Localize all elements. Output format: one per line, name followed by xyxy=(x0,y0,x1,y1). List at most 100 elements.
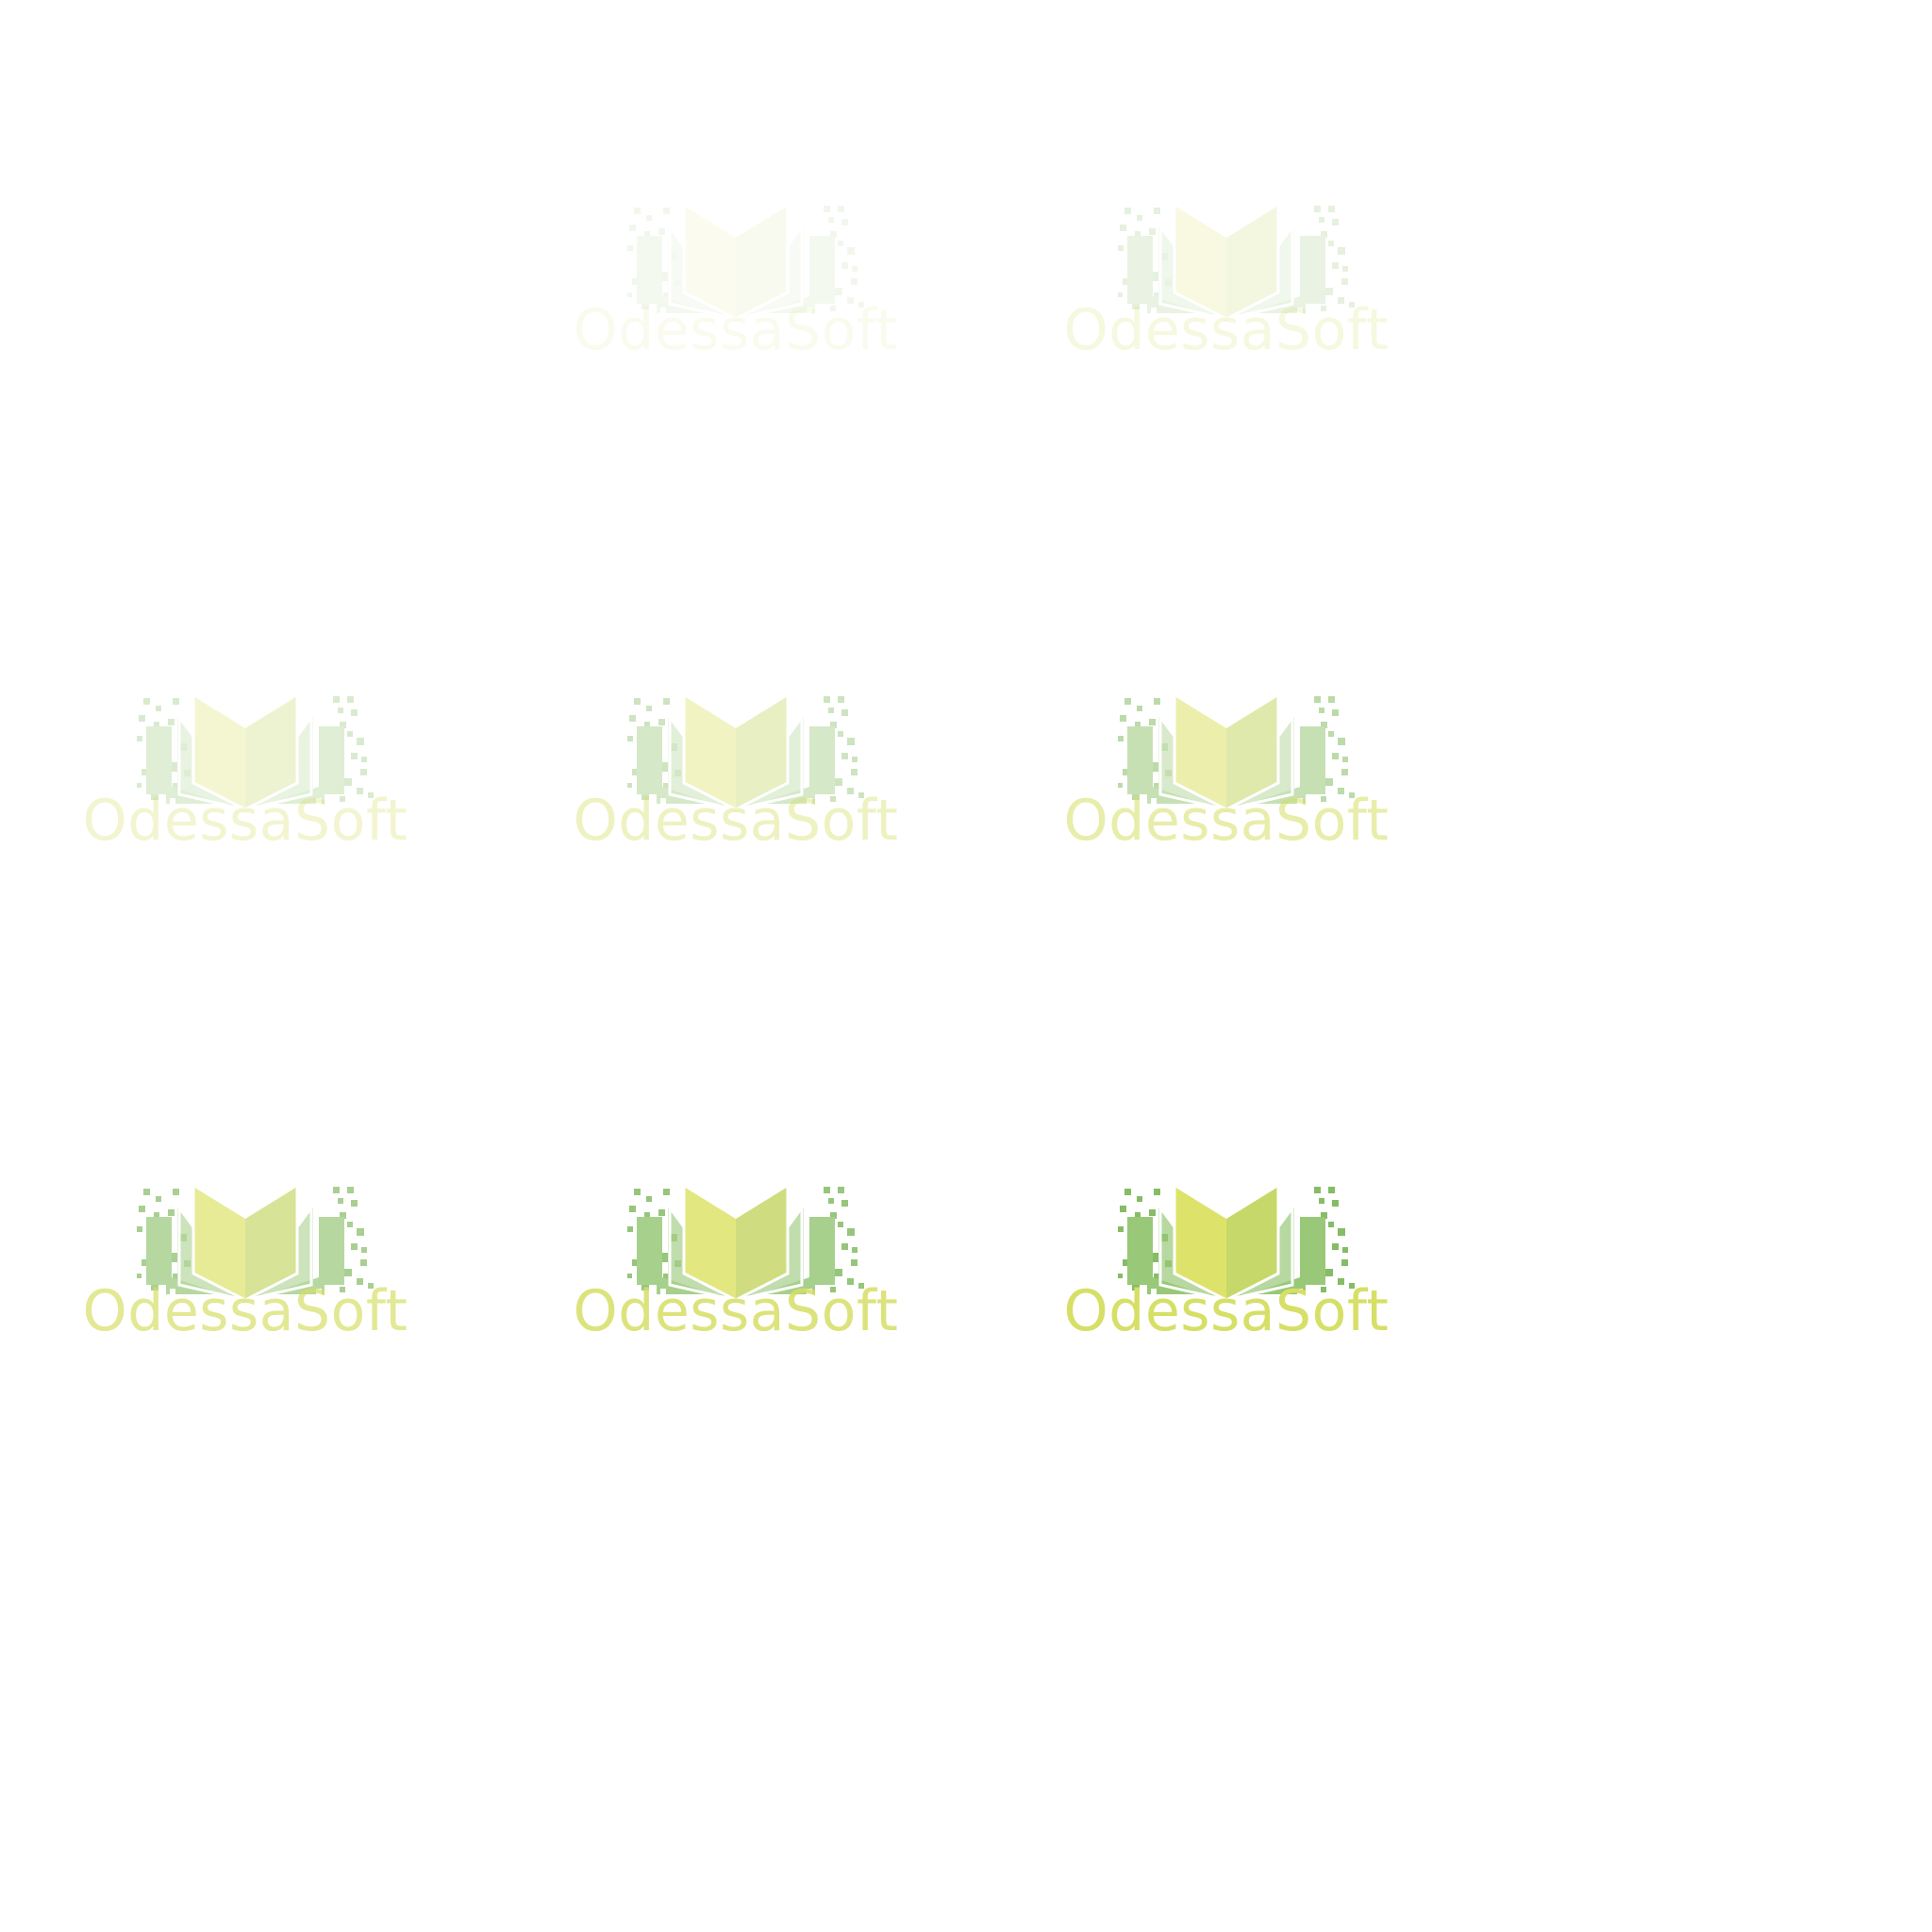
base-notch xyxy=(660,308,666,313)
pixel-square xyxy=(360,769,367,775)
book-page-outline xyxy=(682,696,790,811)
book-pixel-logo-icon xyxy=(137,1187,374,1302)
book-cover xyxy=(146,1217,344,1302)
logo-tile: OdessaSoft xyxy=(981,1075,1472,1387)
pixel-square xyxy=(344,778,352,786)
pixel-square xyxy=(1332,753,1339,759)
base-notch xyxy=(807,798,812,804)
pixel-square xyxy=(835,1269,842,1276)
pixel-square xyxy=(168,1209,175,1216)
pixel-square xyxy=(852,1247,858,1253)
pixel-square xyxy=(1135,231,1141,237)
pixel-square xyxy=(1123,278,1129,285)
pixel-square xyxy=(851,1259,858,1266)
pixel-square xyxy=(1118,783,1123,788)
pixel-square xyxy=(830,1287,836,1292)
pixel-square xyxy=(646,706,652,711)
pixel-square xyxy=(838,241,843,246)
pixel-square xyxy=(340,1287,345,1292)
pixel-square xyxy=(1325,778,1333,786)
pixel-square xyxy=(646,288,652,293)
pixel-square xyxy=(173,783,180,791)
base-notch xyxy=(1151,1289,1157,1294)
pixel-square xyxy=(1349,302,1355,308)
pixel-square xyxy=(641,302,649,309)
pixel-square xyxy=(1154,208,1160,214)
pixel-square xyxy=(1154,1274,1161,1281)
book-page-layer-right xyxy=(245,717,313,809)
pixel-square xyxy=(1338,247,1345,255)
pixel-square xyxy=(1118,292,1123,297)
pixel-square xyxy=(1149,719,1156,725)
pixel-square xyxy=(142,1259,148,1266)
pixel-square xyxy=(340,796,345,802)
book-cover xyxy=(637,236,835,321)
book-page-left xyxy=(193,1187,245,1300)
base-notch xyxy=(170,798,175,804)
book-pixel-logo-icon xyxy=(137,696,374,811)
pixel-square xyxy=(1132,302,1140,309)
pixel-square xyxy=(838,206,844,212)
base-notch xyxy=(660,1289,666,1294)
pixel-square xyxy=(1321,722,1327,728)
pixel-square xyxy=(1132,792,1140,800)
book-page-layer-right xyxy=(736,717,804,809)
book-pixel-logo-icon xyxy=(627,1187,864,1302)
logo-tile: OdessaSoft xyxy=(981,94,1472,406)
logo-wordmark: OdessaSoft xyxy=(573,297,899,363)
pixel-square xyxy=(137,1274,142,1278)
book-page-right xyxy=(245,1187,297,1300)
pixel-square xyxy=(1149,272,1158,281)
pixel-square xyxy=(1124,208,1131,214)
pixel-square xyxy=(1314,1187,1321,1193)
pixel-square xyxy=(629,225,636,231)
book-inner-line-left xyxy=(668,226,737,321)
pixel-square xyxy=(1342,266,1348,272)
pixel-square xyxy=(663,1189,670,1195)
pixel-square xyxy=(137,783,142,788)
pixel-square xyxy=(344,1269,352,1276)
book-inner-line-right xyxy=(735,1208,804,1302)
pixel-square xyxy=(1342,757,1348,762)
pixel-square xyxy=(1307,283,1312,289)
pixel-square xyxy=(1137,706,1142,711)
pixel-square xyxy=(1321,1212,1327,1219)
pixel-square xyxy=(357,1228,364,1236)
pixel-square xyxy=(151,792,158,800)
pixel-square xyxy=(347,1187,354,1193)
pixel-square xyxy=(168,762,177,772)
book-page-left xyxy=(1174,696,1226,809)
base-notch xyxy=(807,1289,812,1294)
pixel-square xyxy=(851,278,858,285)
pixel-square xyxy=(1135,722,1141,727)
pixel-square xyxy=(335,762,342,770)
pixel-square xyxy=(1341,769,1348,775)
book-inner-line-left xyxy=(177,1208,246,1302)
pixel-square xyxy=(1319,217,1324,223)
pixel-square xyxy=(1319,1198,1324,1204)
pixel-square xyxy=(1338,738,1345,745)
pixel-square xyxy=(179,1234,187,1241)
pixel-square xyxy=(629,1206,636,1212)
pixel-square xyxy=(847,247,855,255)
pixel-square xyxy=(847,1278,854,1285)
book-cover xyxy=(1127,1217,1325,1302)
pixel-square xyxy=(1338,1278,1344,1285)
pixel-square xyxy=(828,217,834,223)
book-page-left xyxy=(1174,1187,1226,1300)
pixel-square xyxy=(824,1187,830,1193)
pixel-square xyxy=(351,1243,358,1250)
pixel-square xyxy=(838,731,843,737)
pixel-square xyxy=(675,279,681,286)
pixel-square xyxy=(1132,1283,1140,1291)
pixel-square xyxy=(1154,1189,1160,1195)
pixel-square xyxy=(173,1189,179,1195)
pixel-square xyxy=(658,762,668,772)
pixel-square xyxy=(1123,1259,1129,1266)
pixel-square xyxy=(139,1206,145,1212)
pixel-square xyxy=(646,215,652,221)
pixel-square xyxy=(1137,288,1142,293)
book-page-layer-left xyxy=(177,717,245,809)
pixel-square xyxy=(1328,696,1335,703)
pixel-square xyxy=(1342,1247,1348,1253)
